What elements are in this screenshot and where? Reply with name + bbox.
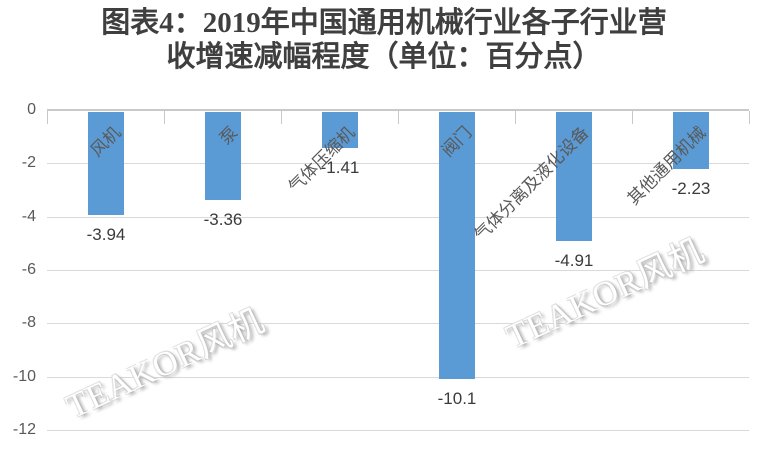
plot-area: 0 -2 -4 -6 -8 -10 -12 -3.94 风机 -3.36 泵 -1.41 气体压缩机 -1…: [13, 101, 750, 438]
bar-value-label: -2.23: [671, 179, 711, 198]
y-axis-tick-label: -2: [21, 154, 36, 171]
gridline: [47, 216, 749, 218]
bar-阀门: [439, 112, 475, 379]
chart-title-line2: 收增速减幅程度（单位：百分点）: [166, 41, 602, 73]
category-axis-tick: [398, 111, 399, 124]
gridline: [47, 162, 749, 164]
category-axis-tick: [164, 111, 165, 124]
y-axis-tick-label: -10: [12, 368, 36, 385]
category-axis-tick: [281, 111, 282, 124]
gridline: [47, 322, 749, 324]
y-axis-tick-label: 0: [27, 101, 36, 118]
y-axis-tick-label: -12: [12, 421, 36, 438]
bar-气体分离及液化设备: [556, 112, 592, 241]
bar-value-label: -3.36: [203, 210, 243, 229]
y-axis-tick-label: -8: [21, 314, 36, 331]
gridline: [47, 429, 749, 431]
bar-风机: [88, 112, 124, 215]
category-axis-tick: [632, 111, 633, 124]
y-axis-tick-label: -4: [21, 208, 36, 225]
zero-axis-line: [47, 109, 749, 111]
bar-泵: [205, 112, 241, 200]
chart-title-line1: 图表4：2019年中国通用机械行业各子行业营: [101, 7, 667, 39]
bar-value-label: -4.91: [554, 251, 594, 270]
bar-value-label: -1.41: [320, 158, 360, 177]
bar-气体压缩机: [322, 112, 358, 148]
category-axis-tick: [515, 111, 516, 124]
y-axis-tick-label: -6: [21, 261, 36, 278]
category-axis-tick: [749, 111, 750, 124]
bar-value-label: -3.94: [86, 225, 126, 244]
gridline: [47, 269, 749, 271]
bar-value-label: -10.1: [437, 389, 477, 408]
gridline: [47, 376, 749, 378]
bar-其他通用机械: [673, 112, 709, 169]
chart-title: 图表4：2019年中国通用机械行业各子行业营 收增速减幅程度（单位：百分点）: [0, 6, 768, 74]
category-axis-tick: [47, 111, 48, 124]
